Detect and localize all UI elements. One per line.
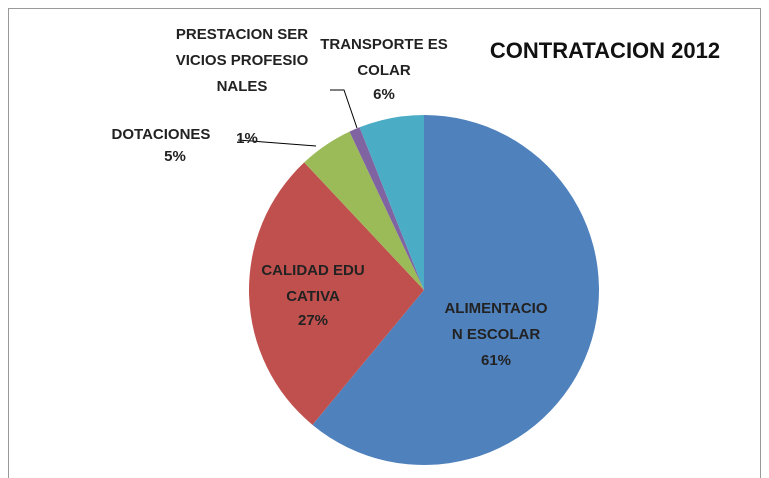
value-label: 5% <box>164 148 186 165</box>
chart-title: CONTRATACION 2012 <box>489 38 721 63</box>
category-label: CALIDAD EDUCATIVA <box>261 262 365 305</box>
chart-frame <box>8 8 761 478</box>
leader-line <box>237 139 317 147</box>
pie-slice <box>304 131 424 290</box>
pie-slice <box>359 115 424 290</box>
value-label: 1% <box>236 130 258 147</box>
value-label: 61% <box>480 352 512 369</box>
pie-slice <box>349 127 424 290</box>
category-label: PRESTACION SERVICIOS PROFESIONALES <box>175 26 309 95</box>
leader-line <box>330 89 358 129</box>
category-label: DOTACIONES <box>111 126 211 143</box>
category-label: ALIMENTACION ESCOLAR <box>444 300 548 343</box>
value-label: 27% <box>297 312 329 329</box>
pie-slice <box>312 115 599 466</box>
pie-slice <box>249 162 424 425</box>
value-label: 6% <box>373 86 395 103</box>
category-label: TRANSPORTE ESCOLAR <box>320 36 448 79</box>
